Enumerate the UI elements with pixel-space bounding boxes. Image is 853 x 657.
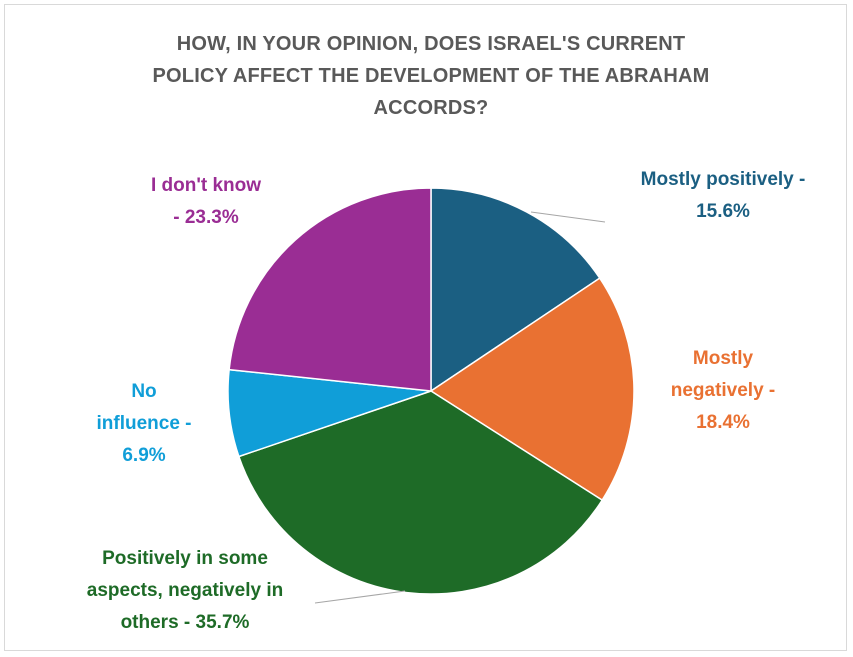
data-label-line: 6.9% (122, 445, 165, 466)
data-label-line: negatively - (671, 380, 776, 401)
chart-title-line-2: POLICY AFFECT THE DEVELOPMENT OF THE ABR… (153, 65, 710, 87)
data-label-line: No (131, 381, 156, 402)
chart-title-line-1: HOW, IN YOUR OPINION, DOES ISRAEL'S CURR… (177, 33, 686, 55)
pie-slice-positively-in-some-aspects (237, 390, 604, 595)
data-label-dont-know: I don't know - 23.3% (151, 175, 261, 228)
data-label-positively-in-some-aspects: Positively in some aspects, negatively in… (87, 548, 283, 633)
data-label-line: aspects, negatively in (87, 580, 283, 601)
data-label-line: others - 35.7% (121, 612, 250, 633)
data-label-line: Mostly positively - (641, 169, 806, 190)
data-label-line: 15.6% (696, 201, 750, 222)
pie-slice-mostly-positively (430, 187, 601, 393)
pie-slice-dont-know (228, 187, 432, 392)
leader-line-mostly-positively (530, 211, 606, 223)
data-label-mostly-negatively: Mostly negatively - 18.4% (671, 348, 776, 433)
leader-lines (314, 211, 606, 604)
data-label-line: Positively in some (102, 548, 268, 569)
chart-title-line-3: ACCORDS? (374, 97, 489, 119)
leader-line-positively-in-some-aspects (314, 590, 406, 604)
pie-slices (227, 187, 635, 595)
data-label-mostly-positively: Mostly positively - 15.6% (641, 169, 806, 222)
data-labels: Mostly positively - 15.6% Mostly negatively… (87, 169, 806, 633)
pie-slice-mostly-negatively (429, 277, 635, 502)
data-label-line: 18.4% (696, 412, 750, 433)
data-label-line: Mostly (693, 348, 754, 369)
data-label-no-influence: No influence - 6.9% (96, 381, 191, 466)
data-label-line: I don't know (151, 175, 261, 196)
chart-title: HOW, IN YOUR OPINION, DOES ISRAEL'S CURR… (153, 33, 710, 119)
data-label-line: - 23.3% (173, 207, 239, 228)
data-label-line: influence - (96, 413, 191, 434)
